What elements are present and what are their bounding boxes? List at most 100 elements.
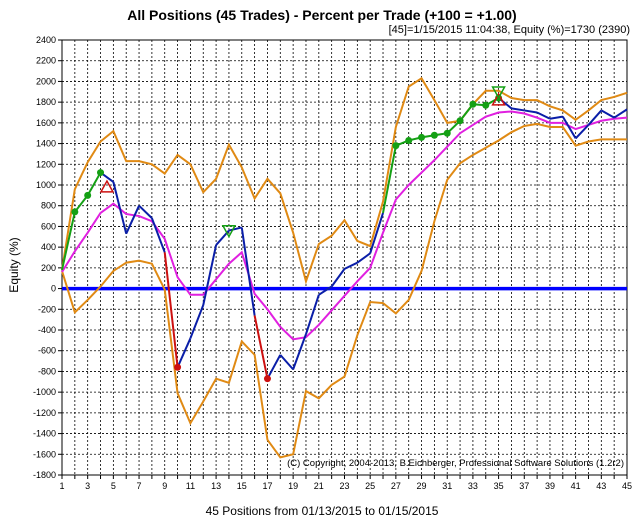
equity-marker: [405, 136, 413, 144]
equity-segment: [600, 109, 615, 119]
equity-segment: [292, 333, 307, 370]
equity-marker: [456, 117, 464, 125]
equity-marker: [263, 375, 271, 383]
equity-segment: [61, 211, 76, 271]
y-tick-label: -800: [38, 366, 56, 376]
equity-segment: [253, 315, 269, 379]
equity-segment: [574, 124, 590, 140]
x-tick-label: 3: [85, 481, 90, 491]
chart-title: All Positions (45 Trades) - Percent per …: [127, 7, 517, 23]
triangle-up-marker: [491, 92, 506, 106]
x-tick-label: 9: [162, 481, 167, 491]
y-tick-label: -400: [38, 325, 56, 335]
equity-segment: [369, 212, 384, 254]
x-tick-label: 13: [211, 481, 221, 491]
equity-segment: [613, 108, 628, 119]
equity-segment: [125, 205, 140, 235]
equity-segment: [587, 109, 603, 126]
y-tick-label: -1600: [33, 449, 56, 459]
equity-segment: [561, 116, 577, 139]
x-tick-label: 15: [237, 481, 247, 491]
equity-segment: [163, 252, 179, 368]
equity-segment: [511, 107, 525, 112]
equity-segment: [318, 285, 333, 296]
triangle-down-marker: [491, 86, 506, 100]
y-tick-label: 1200: [36, 159, 56, 169]
x-tick-label: 43: [596, 481, 606, 491]
x-tick-label: 37: [519, 481, 529, 491]
x-tick-label: 19: [288, 481, 298, 491]
y-tick-label: 1600: [36, 118, 56, 128]
y-tick-label: 1400: [36, 139, 56, 149]
y-tick-label: -600: [38, 346, 56, 356]
x-tick-label: 31: [442, 481, 452, 491]
y-tick-label: 400: [41, 242, 56, 252]
y-tick-label: 200: [41, 263, 56, 273]
y-tick-label: 1800: [36, 97, 56, 107]
equity-marker: [392, 142, 400, 150]
x-tick-label: 33: [468, 481, 478, 491]
equity-segment: [266, 354, 282, 380]
equity-segment: [305, 294, 320, 335]
equity-segment: [112, 181, 128, 234]
series-upper-band: [61, 76, 628, 285]
equity-segment: [524, 109, 538, 114]
x-tick-label: 35: [494, 481, 504, 491]
y-tick-label: -1800: [33, 470, 56, 480]
equity-marker: [469, 100, 477, 108]
equity-marker: [71, 208, 79, 216]
x-tick-label: 7: [137, 481, 142, 491]
x-tick-label: 27: [391, 481, 401, 491]
equity-segment: [228, 226, 243, 232]
x-tick-label: 29: [417, 481, 427, 491]
x-tick-label: 1: [59, 481, 64, 491]
series-lower-band: [61, 122, 627, 459]
equity-segment: [330, 268, 346, 288]
equity-segment: [150, 217, 166, 253]
equity-segment: [189, 304, 205, 339]
equity-segment: [356, 252, 371, 264]
equity-marker: [430, 131, 438, 139]
equity-marker: [418, 133, 426, 141]
equity-marker: [443, 129, 451, 137]
y-tick-label: 2000: [36, 76, 56, 86]
x-tick-label: 23: [339, 481, 349, 491]
chart-subtitle: [45]=1/15/2015 11:04:38, Equity (%)=1730…: [388, 24, 630, 36]
equity-segment: [382, 145, 397, 214]
y-tick-label: -1000: [33, 387, 56, 397]
y-tick-label: -1400: [33, 429, 56, 439]
x-tick-label: 21: [314, 481, 324, 491]
y-tick-label: 600: [41, 221, 56, 231]
x-tick-label: 17: [262, 481, 272, 491]
y-tick-label: 0: [51, 284, 56, 294]
equity-segment: [279, 354, 294, 371]
equity-segment: [176, 337, 192, 368]
x-tick-label: 25: [365, 481, 375, 491]
x-tick-label: 11: [186, 481, 195, 491]
equity-segment: [549, 115, 563, 120]
y-tick-label: 800: [41, 201, 56, 211]
x-tick-label: 39: [545, 481, 555, 491]
x-tick-label: 41: [571, 481, 581, 491]
equity-segment: [344, 261, 358, 270]
equity-marker: [84, 191, 92, 199]
x-tick-label: 5: [111, 481, 116, 491]
equity-segment: [536, 111, 551, 120]
equity-segment: [202, 244, 218, 306]
x-axis-title: 45 Positions from 01/13/2015 to 01/15/20…: [205, 504, 439, 518]
equity-segment: [86, 172, 102, 196]
y-tick-label: 2400: [36, 35, 56, 45]
y-axis-title: Equity (%): [7, 237, 21, 293]
y-tick-label: 1000: [36, 180, 56, 190]
y-tick-label: 2200: [36, 56, 56, 66]
equity-marker: [97, 169, 105, 177]
x-tick-label: 45: [622, 481, 632, 491]
equity-segment: [138, 204, 153, 219]
equity-segment: [240, 227, 256, 316]
equity-marker: [174, 363, 182, 371]
y-tick-label: -1200: [33, 408, 56, 418]
triangle-down-marker: [221, 225, 237, 239]
copyright-note: (C) Copyright, 2004-2013, B.Eichberger, …: [287, 458, 624, 469]
triangle-up-marker: [99, 179, 115, 193]
